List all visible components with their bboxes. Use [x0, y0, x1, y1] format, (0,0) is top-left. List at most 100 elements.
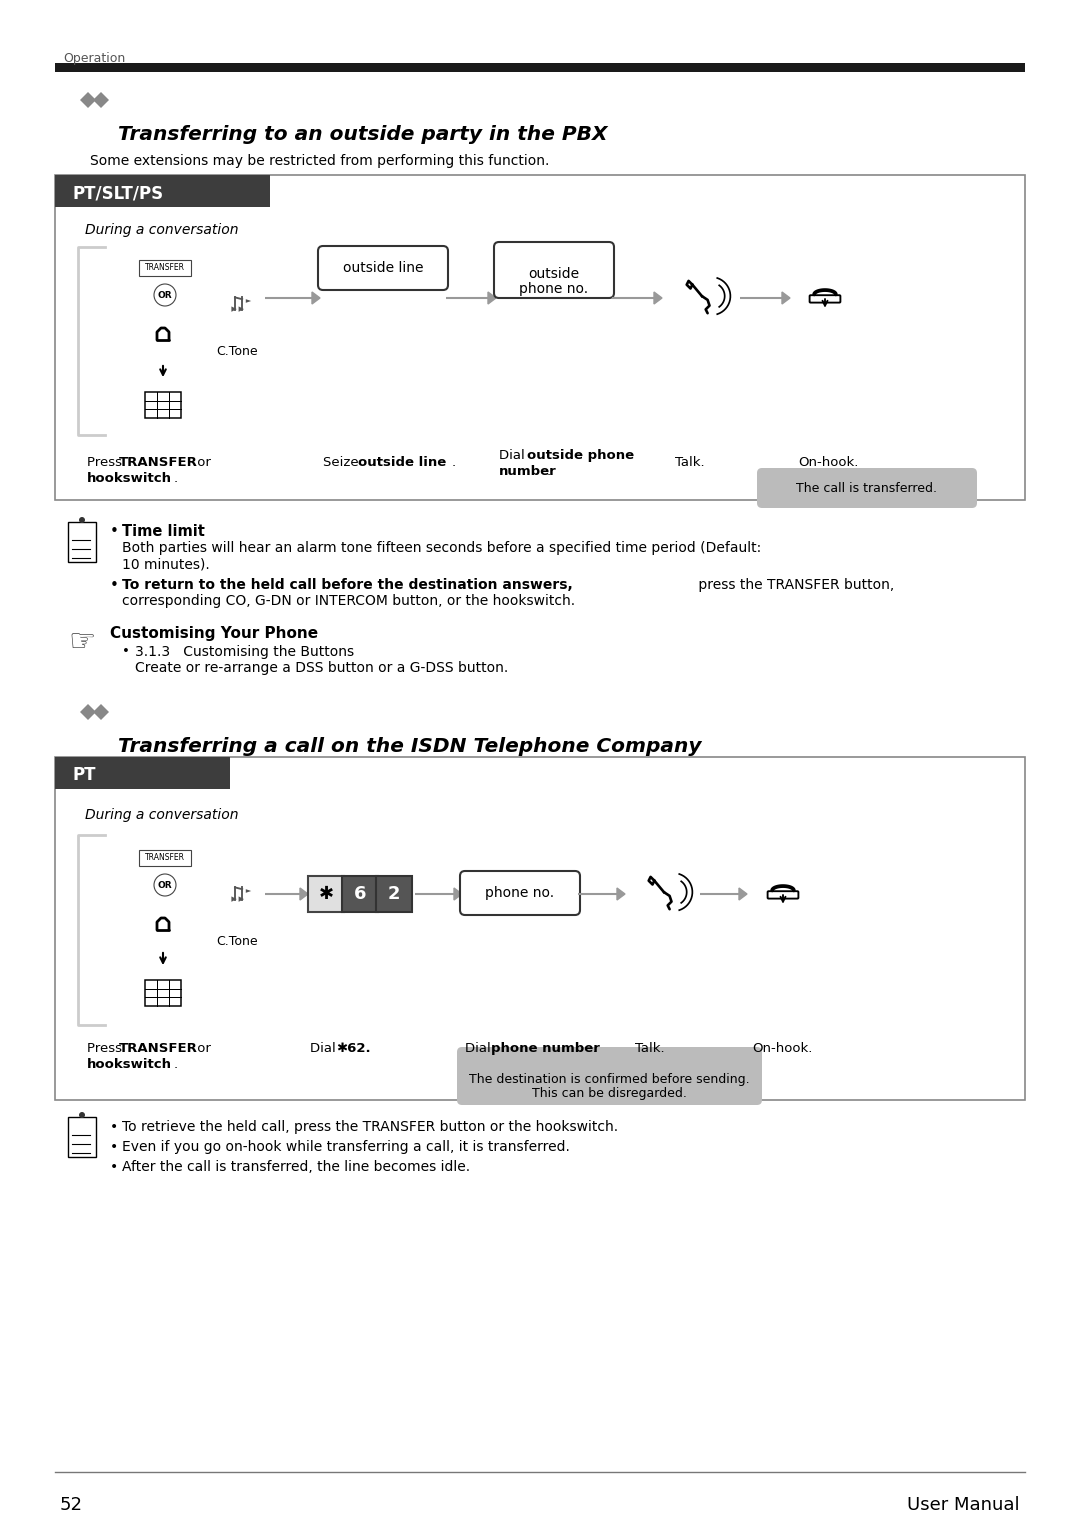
- Text: PT: PT: [72, 766, 95, 784]
- Text: On-hook.: On-hook.: [798, 455, 859, 469]
- Text: Customising Your Phone: Customising Your Phone: [110, 626, 319, 642]
- Text: C.Tone: C.Tone: [216, 345, 258, 358]
- Text: Dial: Dial: [499, 449, 529, 461]
- FancyBboxPatch shape: [139, 850, 191, 866]
- Text: .: .: [593, 1042, 597, 1054]
- Polygon shape: [231, 897, 237, 902]
- Text: •: •: [110, 524, 119, 539]
- FancyBboxPatch shape: [139, 260, 191, 277]
- Text: .: .: [174, 1057, 178, 1071]
- Text: number: number: [499, 465, 557, 478]
- Text: 52: 52: [60, 1496, 83, 1514]
- Text: TRANSFER: TRANSFER: [145, 854, 185, 862]
- Polygon shape: [739, 888, 747, 900]
- Text: •: •: [122, 645, 130, 659]
- Polygon shape: [312, 292, 320, 304]
- Text: •: •: [110, 1140, 118, 1154]
- Text: •: •: [110, 578, 119, 593]
- Polygon shape: [93, 92, 109, 108]
- Polygon shape: [246, 889, 252, 892]
- Text: The call is transferred.: The call is transferred.: [797, 483, 937, 495]
- Polygon shape: [80, 92, 96, 108]
- Text: Transferring to an outside party in the PBX: Transferring to an outside party in the …: [118, 125, 607, 144]
- Text: ✱: ✱: [319, 885, 334, 903]
- Polygon shape: [454, 888, 462, 900]
- FancyBboxPatch shape: [145, 393, 181, 417]
- Text: •: •: [110, 1120, 118, 1134]
- Polygon shape: [239, 897, 244, 902]
- Text: Dial: Dial: [310, 1042, 340, 1054]
- Text: PT/SLT/PS: PT/SLT/PS: [72, 183, 163, 202]
- Text: C.Tone: C.Tone: [216, 935, 258, 947]
- Text: 10 minutes).: 10 minutes).: [122, 558, 210, 571]
- Text: outside line: outside line: [357, 455, 446, 469]
- Polygon shape: [488, 292, 496, 304]
- FancyBboxPatch shape: [55, 756, 230, 788]
- Text: ☞: ☞: [68, 628, 95, 657]
- Text: TRANSFER: TRANSFER: [119, 455, 198, 469]
- Text: OR: OR: [158, 290, 173, 299]
- Circle shape: [154, 874, 176, 895]
- Text: or: or: [193, 1042, 211, 1054]
- Circle shape: [154, 284, 176, 306]
- Polygon shape: [617, 888, 625, 900]
- Polygon shape: [80, 704, 96, 720]
- Text: To return to the held call before the destination answers,: To return to the held call before the de…: [122, 578, 572, 591]
- FancyBboxPatch shape: [376, 876, 411, 912]
- Text: Press: Press: [87, 1042, 126, 1054]
- Polygon shape: [300, 888, 308, 900]
- Text: TRANSFER: TRANSFER: [119, 1042, 198, 1054]
- Text: outside phone: outside phone: [527, 449, 634, 461]
- Text: corresponding CO, G-DN or INTERCOM button, or the hookswitch.: corresponding CO, G-DN or INTERCOM butto…: [122, 594, 576, 608]
- Text: phone no.: phone no.: [519, 283, 589, 296]
- Text: Operation: Operation: [63, 52, 125, 66]
- Text: Even if you go on-hook while transferring a call, it is transferred.: Even if you go on-hook while transferrin…: [122, 1140, 570, 1154]
- Text: Talk.: Talk.: [635, 1042, 664, 1054]
- Text: The destination is confirmed before sending.: The destination is confirmed before send…: [469, 1073, 750, 1085]
- FancyBboxPatch shape: [810, 295, 840, 303]
- Text: During a conversation: During a conversation: [85, 223, 239, 237]
- Text: outside: outside: [528, 267, 580, 281]
- Polygon shape: [239, 307, 244, 312]
- Text: or: or: [193, 455, 211, 469]
- Text: Some extensions may be restricted from performing this function.: Some extensions may be restricted from p…: [90, 154, 550, 168]
- Bar: [55, 63, 1025, 72]
- FancyBboxPatch shape: [768, 891, 798, 898]
- Text: .: .: [174, 472, 178, 484]
- Text: •: •: [110, 1160, 118, 1174]
- Text: phone number: phone number: [491, 1042, 599, 1054]
- Text: Transferring a call on the ISDN Telephone Company: Transferring a call on the ISDN Telephon…: [118, 736, 702, 756]
- Text: press the TRANSFER button,: press the TRANSFER button,: [694, 578, 894, 591]
- Polygon shape: [654, 292, 662, 304]
- Text: Seize: Seize: [323, 455, 363, 469]
- FancyBboxPatch shape: [68, 1117, 96, 1157]
- Text: 2: 2: [388, 885, 401, 903]
- FancyBboxPatch shape: [308, 876, 345, 912]
- Polygon shape: [93, 704, 109, 720]
- Text: Dial: Dial: [465, 1042, 495, 1054]
- Text: .: .: [453, 455, 456, 469]
- Text: Both parties will hear an alarm tone fifteen seconds before a specified time per: Both parties will hear an alarm tone fif…: [122, 541, 761, 555]
- Polygon shape: [231, 307, 237, 312]
- FancyBboxPatch shape: [68, 523, 96, 562]
- Text: ✱62.: ✱62.: [336, 1042, 370, 1054]
- FancyBboxPatch shape: [55, 756, 1025, 1100]
- Text: phone no.: phone no.: [485, 886, 554, 900]
- Circle shape: [79, 516, 85, 523]
- Text: 3.1.3   Customising the Buttons: 3.1.3 Customising the Buttons: [135, 645, 354, 659]
- Text: Create or re-arrange a DSS button or a G-DSS button.: Create or re-arrange a DSS button or a G…: [135, 662, 509, 675]
- Text: User Manual: User Manual: [907, 1496, 1020, 1514]
- Text: To retrieve the held call, press the TRANSFER button or the hookswitch.: To retrieve the held call, press the TRA…: [122, 1120, 618, 1134]
- Text: Time limit: Time limit: [122, 524, 205, 539]
- FancyBboxPatch shape: [757, 468, 977, 507]
- FancyBboxPatch shape: [145, 981, 181, 1005]
- FancyBboxPatch shape: [55, 176, 1025, 500]
- Text: .: .: [546, 465, 551, 478]
- Text: Press: Press: [87, 455, 126, 469]
- Text: TRANSFER: TRANSFER: [145, 263, 185, 272]
- FancyBboxPatch shape: [342, 876, 378, 912]
- FancyBboxPatch shape: [55, 176, 270, 206]
- Text: Talk.: Talk.: [675, 455, 704, 469]
- FancyBboxPatch shape: [460, 871, 580, 915]
- Text: After the call is transferred, the line becomes idle.: After the call is transferred, the line …: [122, 1160, 470, 1174]
